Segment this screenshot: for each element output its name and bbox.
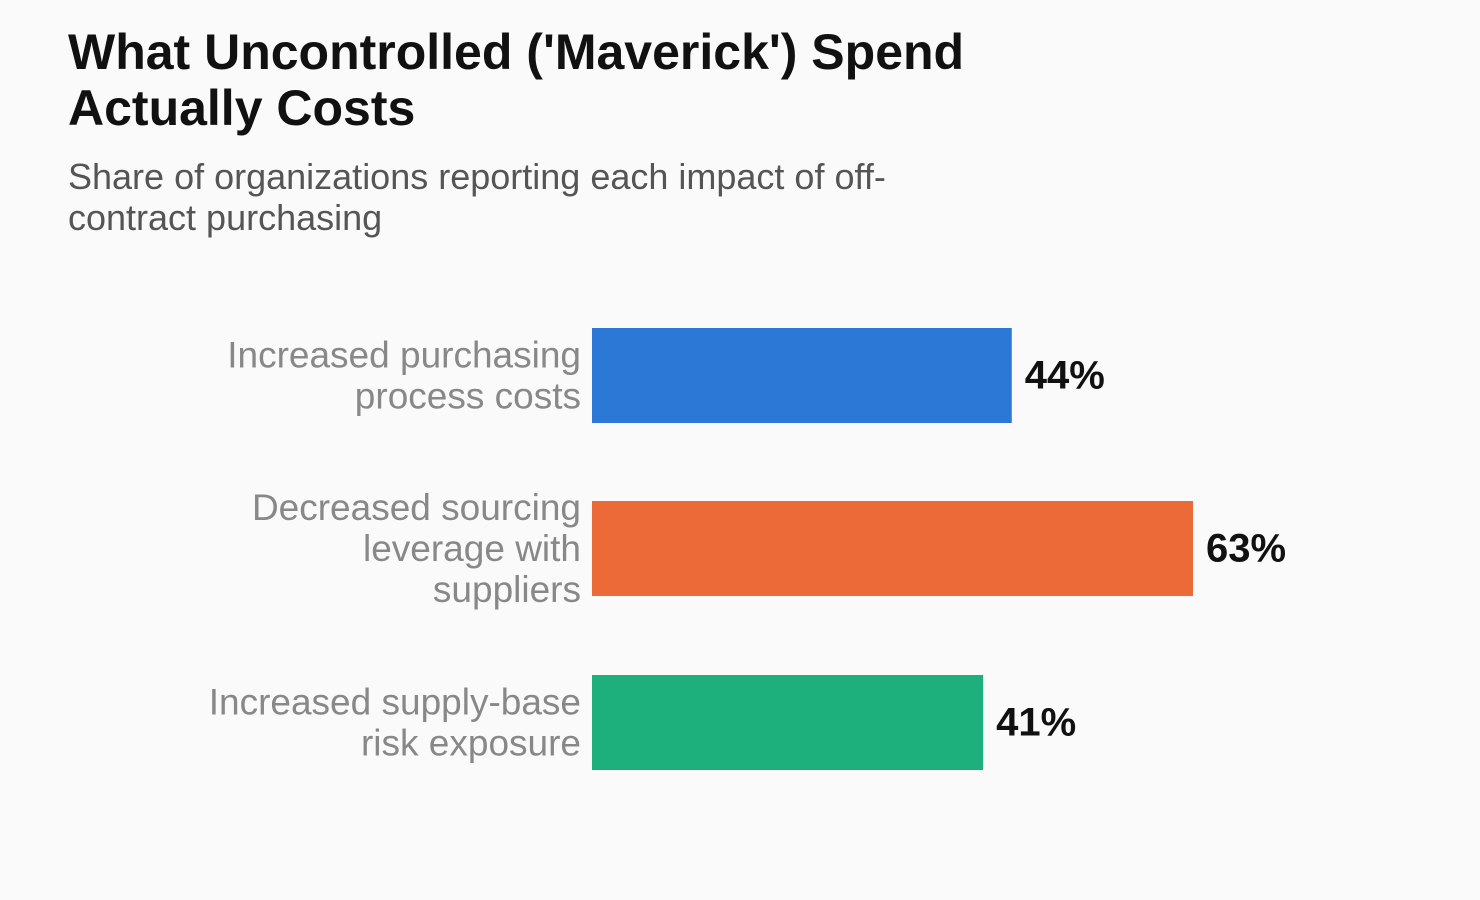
value-label-2: 63% [1206, 527, 1286, 571]
category-label-line: leverage with [363, 528, 581, 569]
chart-title: What Uncontrolled ('Maverick') Spend Act… [68, 24, 965, 136]
category-label-line: suppliers [433, 569, 581, 610]
category-label-line: Increased purchasing [227, 335, 581, 376]
category-label-line: Increased supply-base [209, 682, 581, 723]
chart-subtitle: Share of organizations reporting each im… [68, 156, 886, 238]
value-label-3: 41% [996, 701, 1076, 745]
category-label-2: Decreased sourcing leverage with suppliers [252, 487, 581, 610]
category-label-3: Increased supply-base risk exposure [209, 682, 581, 764]
category-label-line: process costs [355, 376, 581, 417]
value-label-1: 44% [1025, 354, 1105, 398]
category-label-line: Decreased sourcing [252, 487, 581, 528]
category-label-1: Increased purchasing process costs [227, 335, 581, 417]
bar-3 [592, 675, 984, 770]
bar-1 [592, 328, 1012, 423]
bar-2 [592, 501, 1194, 596]
category-label-line: risk exposure [361, 723, 581, 764]
